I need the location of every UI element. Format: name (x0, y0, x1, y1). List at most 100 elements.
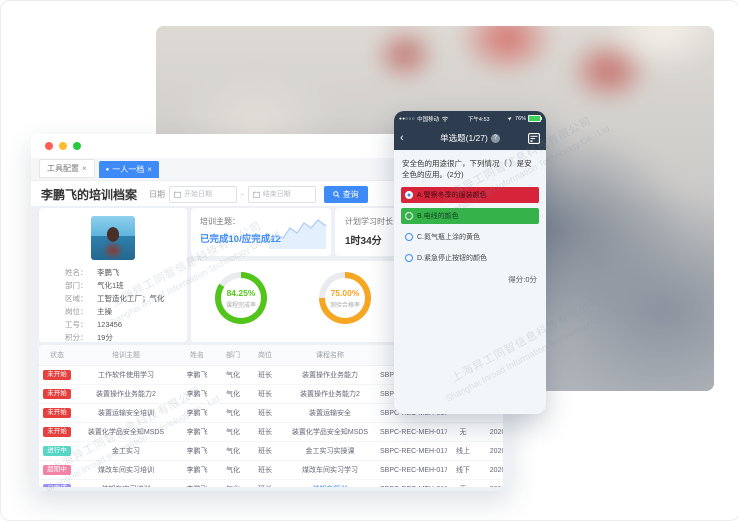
status-badge: 未开始 (43, 369, 71, 381)
tab-label: 一人一档 (112, 165, 145, 174)
avatar (91, 216, 135, 260)
phone-status-bar: ●●○○○ 中国移动 下午4:53 ➤ 76% (394, 111, 546, 126)
column-header: 姓名 (177, 345, 217, 366)
status-badge: 已完成 (43, 483, 71, 487)
profile-field: 区域： 工智造化工厂；气化 (39, 292, 187, 305)
search-icon (332, 190, 340, 198)
tab-1[interactable]: 工具配置 × (39, 159, 95, 178)
wifi-icon (441, 116, 449, 122)
calendar-icon (252, 190, 260, 198)
quiz-option-d[interactable]: D.紧急停止按钮的颜色 (401, 250, 539, 266)
table-cell: 金工实习 (75, 441, 177, 461)
help-icon[interactable]: ? (490, 133, 500, 143)
profile-field-value: 李鹏飞 (97, 268, 120, 277)
start-date-input[interactable]: 开始日期 (169, 185, 238, 203)
plan-value: 1时34分 (345, 236, 382, 247)
radio-icon (405, 232, 413, 241)
course-link[interactable]: 装卸车复训 (313, 486, 348, 487)
quiz-option-b[interactable]: B.电线的颜色 (401, 207, 539, 224)
table-cell: 装置操作业务能力2 (75, 384, 177, 404)
profile-field-label: 部门： (65, 281, 88, 290)
maximize-window-button[interactable] (73, 142, 81, 150)
profile-fields: 姓名： 李鹏飞 部门： 气化1班 区域： 工智造化工厂；气化 岗位： 主操 工号： 123456 积… (39, 266, 187, 344)
profile-field: 积分： 19分 (39, 331, 187, 344)
profile-field-label: 工号： (65, 320, 88, 329)
table-cell: SBPC-REC-MEH-017 (379, 441, 447, 461)
table-cell: 班长 (249, 422, 281, 442)
profile-field-label: 积分： (65, 333, 88, 342)
quiz-option-c[interactable]: C.氮气瓶上涂的黄色 (401, 229, 539, 245)
donut-chart: 75.00% 测验合格率 (295, 272, 395, 324)
table-cell: 装置化学品安全知MSDS (75, 422, 177, 442)
table-cell: 李鹏飞 (177, 403, 217, 423)
table-cell: 装卸车复训 (281, 479, 379, 487)
table-cell: 班长 (249, 403, 281, 423)
table-cell: 装置运输安全培训 (75, 403, 177, 423)
end-date-input[interactable]: 结束日期 (247, 185, 316, 203)
table-cell: 班长 (249, 479, 281, 487)
column-header: 课程名称 (281, 345, 379, 366)
profile-field: 部门： 气化1班 (39, 279, 187, 292)
plan-label: 计划学习时长 (345, 217, 393, 226)
table-cell: 工作软件使用学习 (75, 365, 177, 385)
active-tab-dot: ● (105, 166, 110, 173)
quiz-option-a[interactable]: A.警察冬季的服装颜色 (401, 186, 539, 203)
table-cell: 气化 (217, 422, 249, 442)
phone-quiz-screen: ●●○○○ 中国移动 下午4:53 ➤ 76% ‹ 单选题(1/27) ? 安全… (394, 111, 546, 414)
table-cell: 2020年1月份培训计划 (479, 441, 503, 461)
answer-sheet-icon[interactable] (526, 132, 540, 144)
profile-field-value: 19分 (97, 333, 113, 342)
profile-field: 岗位： 主操 (39, 305, 187, 318)
profile-field-label: 姓名： (65, 268, 88, 277)
profile-field: 姓名： 李鹏飞 (39, 266, 187, 279)
calendar-icon (174, 190, 182, 198)
donut-ring: 75.00% 测验合格率 (319, 272, 371, 324)
table-row[interactable]: 进行中 金工实习 李鹏飞 气化 班长 金工实习实操课 SBPC-REC-MEH-017 线上 2… (39, 441, 503, 461)
column-header: 部门 (217, 345, 249, 366)
table-cell: SBPC-REC-MEH-017 (379, 422, 447, 442)
option-label: D.紧急停止按钮的颜色 (417, 254, 487, 262)
donut-percent: 84.25% (226, 287, 256, 298)
donut-label: 课程完成率 (225, 302, 256, 309)
minimize-window-button[interactable] (59, 142, 67, 150)
location-arrow-icon: ➤ (506, 114, 515, 123)
donut-label: 测验合格率 (329, 302, 360, 309)
table-cell: 煤改车间实习学习 (281, 460, 379, 480)
table-cell: 气化 (217, 403, 249, 423)
donut-chart: 84.25% 课程完成率 (191, 272, 291, 324)
table-cell: 装置化学品安全知MSDS (281, 422, 379, 442)
close-window-button[interactable] (45, 142, 53, 150)
search-button[interactable]: 查询 (323, 185, 368, 203)
table-cell: 线下 (447, 460, 479, 480)
table-row[interactable]: 超期中 煤改车间实习培训 李鹏飞 气化 班长 煤改车间实习学习 SBPC-REC-MEH-0… (39, 460, 503, 480)
table-cell: 李鹏飞 (177, 384, 217, 404)
tab-close-icon[interactable]: × (147, 165, 152, 174)
tab-close-icon[interactable]: × (82, 164, 87, 173)
trend-sparkline (269, 219, 327, 249)
option-label: A.警察冬季的服装颜色 (417, 191, 487, 199)
back-arrow-icon[interactable]: ‹ (400, 131, 404, 144)
table-row[interactable]: 未开始装置运输安全培训李鹏飞气化班长装置运输安全SBPC-REC-MEH-017 (39, 403, 503, 423)
profile-field-value: 主操 (97, 307, 112, 316)
table-row[interactable]: 已完成装卸车实习培训李鹏飞气化班长装卸车复训 SBPC-REC-MEH-017无2… (39, 479, 503, 487)
table-cell: 装置运输安全 (281, 403, 379, 423)
table-cell: 2020年1月份培训计划 (479, 460, 503, 480)
table-cell: 装卸车实习培训 (75, 479, 177, 487)
table-cell: SBPC-REC-MEH-017 (379, 460, 447, 480)
start-date-placeholder: 开始日期 (184, 191, 213, 198)
status-badge: 未开始 (43, 407, 71, 419)
theme-label: 培训主题： (200, 217, 240, 226)
page-title: 李鹏飞的培训档案 (41, 187, 138, 202)
status-badge: 超期中 (43, 464, 71, 476)
clock-label: 下午4:53 (467, 116, 490, 123)
table-row[interactable]: 未开始 装置化学品安全知MSDS 李鹏飞 气化 班长 装置化学品安全知MSDS SBPC-R… (39, 422, 503, 442)
column-header: 培训主题 (75, 345, 177, 366)
table-cell: 李鹏飞 (177, 422, 217, 442)
profile-card: 姓名： 李鹏飞 部门： 气化1班 区域： 工智造化工厂；气化 岗位： 主操 工号： 123456 积… (39, 208, 187, 342)
table-cell: 装置操作业务能力2 (281, 384, 379, 404)
profile-field: 工号： 123456 (39, 318, 187, 331)
tab-label: 工具配置 (47, 164, 79, 173)
option-label: B.电线的颜色 (417, 212, 459, 220)
tab-2[interactable]: ● 一人一档 × (98, 161, 159, 178)
